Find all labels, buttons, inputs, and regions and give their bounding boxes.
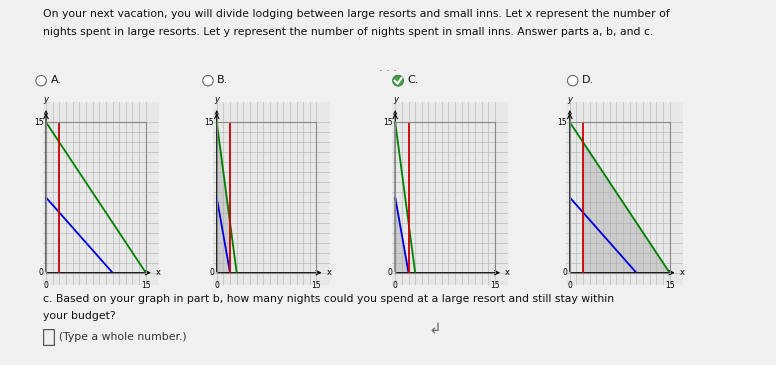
Circle shape [203,76,213,86]
Bar [570,122,670,273]
Text: On your next vacation, you will divide lodging between large resorts and small i: On your next vacation, you will divide l… [43,9,670,19]
Text: 0: 0 [563,268,567,277]
Text: 15: 15 [490,281,500,290]
Text: . . .: . . . [379,62,397,73]
Text: x: x [505,268,510,277]
Text: y: y [567,95,573,104]
Text: x: x [680,268,684,277]
Circle shape [393,76,404,86]
Bar [395,122,495,273]
Text: 15: 15 [312,281,321,290]
Text: c. Based on your graph in part b, how many nights could you spend at a large res: c. Based on your graph in part b, how ma… [43,294,614,304]
Text: 0: 0 [388,268,393,277]
Text: 0: 0 [39,268,43,277]
Text: x: x [156,268,161,277]
Text: y: y [43,95,49,104]
Text: 15: 15 [141,281,151,290]
Text: y: y [393,95,398,104]
Text: 15: 15 [557,118,567,127]
Text: (Type a whole number.): (Type a whole number.) [59,331,186,342]
Text: 0: 0 [393,281,397,290]
Text: ↲: ↲ [428,321,441,336]
Text: y: y [214,95,220,104]
Text: x: x [327,268,331,277]
Text: B.: B. [217,74,228,85]
Circle shape [36,76,47,86]
Text: 0: 0 [43,281,48,290]
Text: D.: D. [582,74,594,85]
Circle shape [567,76,578,86]
Text: 0: 0 [567,281,572,290]
Text: 15: 15 [665,281,674,290]
Text: 0: 0 [214,281,219,290]
Text: nights spent in large resorts. Let y represent the number of nights spent in sma: nights spent in large resorts. Let y rep… [43,27,653,37]
Text: A.: A. [50,74,61,85]
Text: 15: 15 [33,118,43,127]
Bar [217,122,317,273]
Bar [46,122,146,273]
Text: 0: 0 [210,268,214,277]
Circle shape [393,76,404,86]
Text: C.: C. [407,74,419,85]
Text: 15: 15 [383,118,393,127]
Text: your budget?: your budget? [43,311,116,321]
Text: 15: 15 [204,118,214,127]
